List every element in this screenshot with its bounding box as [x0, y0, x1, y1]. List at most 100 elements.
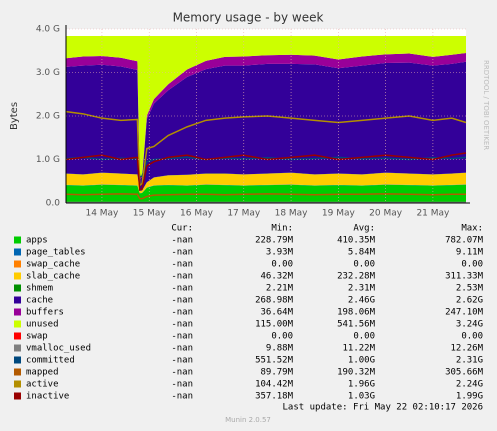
legend-stat: 115.00M [255, 320, 294, 330]
legend-label: committed [26, 356, 75, 366]
legend-stat: 357.18M [255, 392, 294, 402]
legend-stat: 46.32M [260, 272, 293, 282]
legend-stat: -nan [171, 332, 193, 342]
legend-stat: 0.00 [461, 260, 483, 270]
legend-label: active [26, 380, 59, 390]
legend-stat: -nan [171, 356, 193, 366]
legend-stat: 1.00G [348, 356, 375, 366]
legend-stat: 2.31G [456, 356, 483, 366]
legend-stat: -nan [171, 272, 193, 282]
line [65, 193, 466, 200]
legend-swatch [14, 248, 21, 256]
legend-stat: 198.06M [337, 308, 376, 318]
legend-swatch [14, 284, 21, 292]
side-note: RRDTOOL / TOBI OETIKER [482, 60, 490, 150]
area [66, 172, 466, 194]
y-axis-label: Bytes [9, 102, 20, 130]
legend-stat: -nan [171, 380, 193, 390]
legend-stat: 190.32M [337, 368, 376, 378]
legend-stat: 2.62G [456, 296, 483, 306]
legend-stat: 2.46G [348, 296, 375, 306]
legend-header: Cur: [171, 224, 193, 234]
legend-stat: 0.00 [271, 332, 293, 342]
legend-stat: 1.96G [348, 380, 375, 390]
legend-header: Max: [461, 224, 483, 234]
legend-label: slab_cache [26, 272, 80, 282]
x-tick-label: 20 May [369, 209, 403, 219]
x-tick-label: 17 May [227, 209, 261, 219]
x-tick-label: 18 May [275, 209, 309, 219]
legend-stat: 36.64M [260, 308, 293, 318]
legend-stat: 232.28M [337, 272, 376, 282]
legend-stat: -nan [171, 344, 193, 354]
footer: Munin 2.0.57 [225, 416, 271, 424]
legend-stat: -nan [171, 368, 193, 378]
legend-stat: 2.31M [348, 284, 376, 294]
legend-stat: 3.93M [266, 248, 294, 258]
legend-stat: 305.66M [445, 368, 484, 378]
x-tick-label: 14 May [85, 209, 119, 219]
legend-swatch [14, 296, 21, 304]
legend-stat: 11.22M [342, 344, 375, 354]
legend-stat: 1.03G [348, 392, 375, 402]
legend-stat: 1.99G [456, 392, 483, 402]
legend-swatch [14, 320, 21, 328]
chart-title: Memory usage - by week [173, 11, 324, 25]
legend-stat: 0.00 [353, 260, 375, 270]
legend-swatch [14, 392, 21, 400]
legend-stat: 551.52M [255, 356, 294, 366]
legend-label: shmem [26, 284, 53, 294]
legend-label: apps [26, 236, 48, 246]
legend-stat: 228.79M [255, 236, 294, 246]
legend-swatch [14, 260, 21, 268]
legend-stat: 2.21M [266, 284, 294, 294]
last-update: Last update: Fri May 22 02:10:17 2026 [283, 403, 483, 413]
legend-label: cache [26, 296, 53, 306]
legend-stat: 3.24G [456, 320, 483, 330]
legend-stat: 104.42M [255, 380, 294, 390]
legend-swatch [14, 380, 21, 388]
legend-stat: -nan [171, 260, 193, 270]
legend-label: buffers [26, 308, 64, 318]
legend-swatch [14, 368, 21, 376]
legend-stat: 311.33M [445, 272, 484, 282]
legend-header: Min: [271, 224, 293, 234]
y-tick-label: 0.0 [46, 199, 61, 209]
legend-label: mapped [26, 368, 59, 378]
legend-swatch [14, 236, 21, 244]
legend-stat: 410.35M [337, 236, 376, 246]
legend-swatch [14, 308, 21, 316]
legend-label: swap_cache [26, 260, 80, 270]
legend-label: swap [26, 332, 48, 342]
legend-stat: -nan [171, 284, 193, 294]
legend-swatch [14, 332, 21, 340]
legend-swatch [14, 272, 21, 280]
legend-label: inactive [26, 392, 69, 402]
legend-stat: 12.26M [450, 344, 483, 354]
legend-stat: -nan [171, 308, 193, 318]
legend-stat: 2.53M [456, 284, 484, 294]
x-tick-label: 15 May [133, 209, 167, 219]
y-tick-label: 3.0 G [36, 68, 60, 78]
area [66, 61, 466, 191]
legend-swatch [14, 344, 21, 352]
legend-stat: 541.56M [337, 320, 376, 330]
x-tick-label: 21 May [416, 209, 450, 219]
legend-stat: 89.79M [260, 368, 293, 378]
legend-stat: 268.98M [255, 296, 294, 306]
x-tick-label: 16 May [180, 209, 214, 219]
line [65, 110, 467, 188]
legend-stat: 0.00 [353, 332, 375, 342]
legend-stat: -nan [171, 320, 193, 330]
legend-stat: 9.11M [456, 248, 484, 258]
legend-stat: -nan [171, 236, 193, 246]
line [65, 152, 467, 191]
legend-stat: 9.88M [266, 344, 294, 354]
y-tick-label: 2.0 G [36, 112, 60, 122]
area [66, 36, 466, 178]
x-tick-label: 19 May [322, 209, 356, 219]
legend-stat: 0.00 [271, 260, 293, 270]
legend-label: unused [26, 320, 59, 330]
